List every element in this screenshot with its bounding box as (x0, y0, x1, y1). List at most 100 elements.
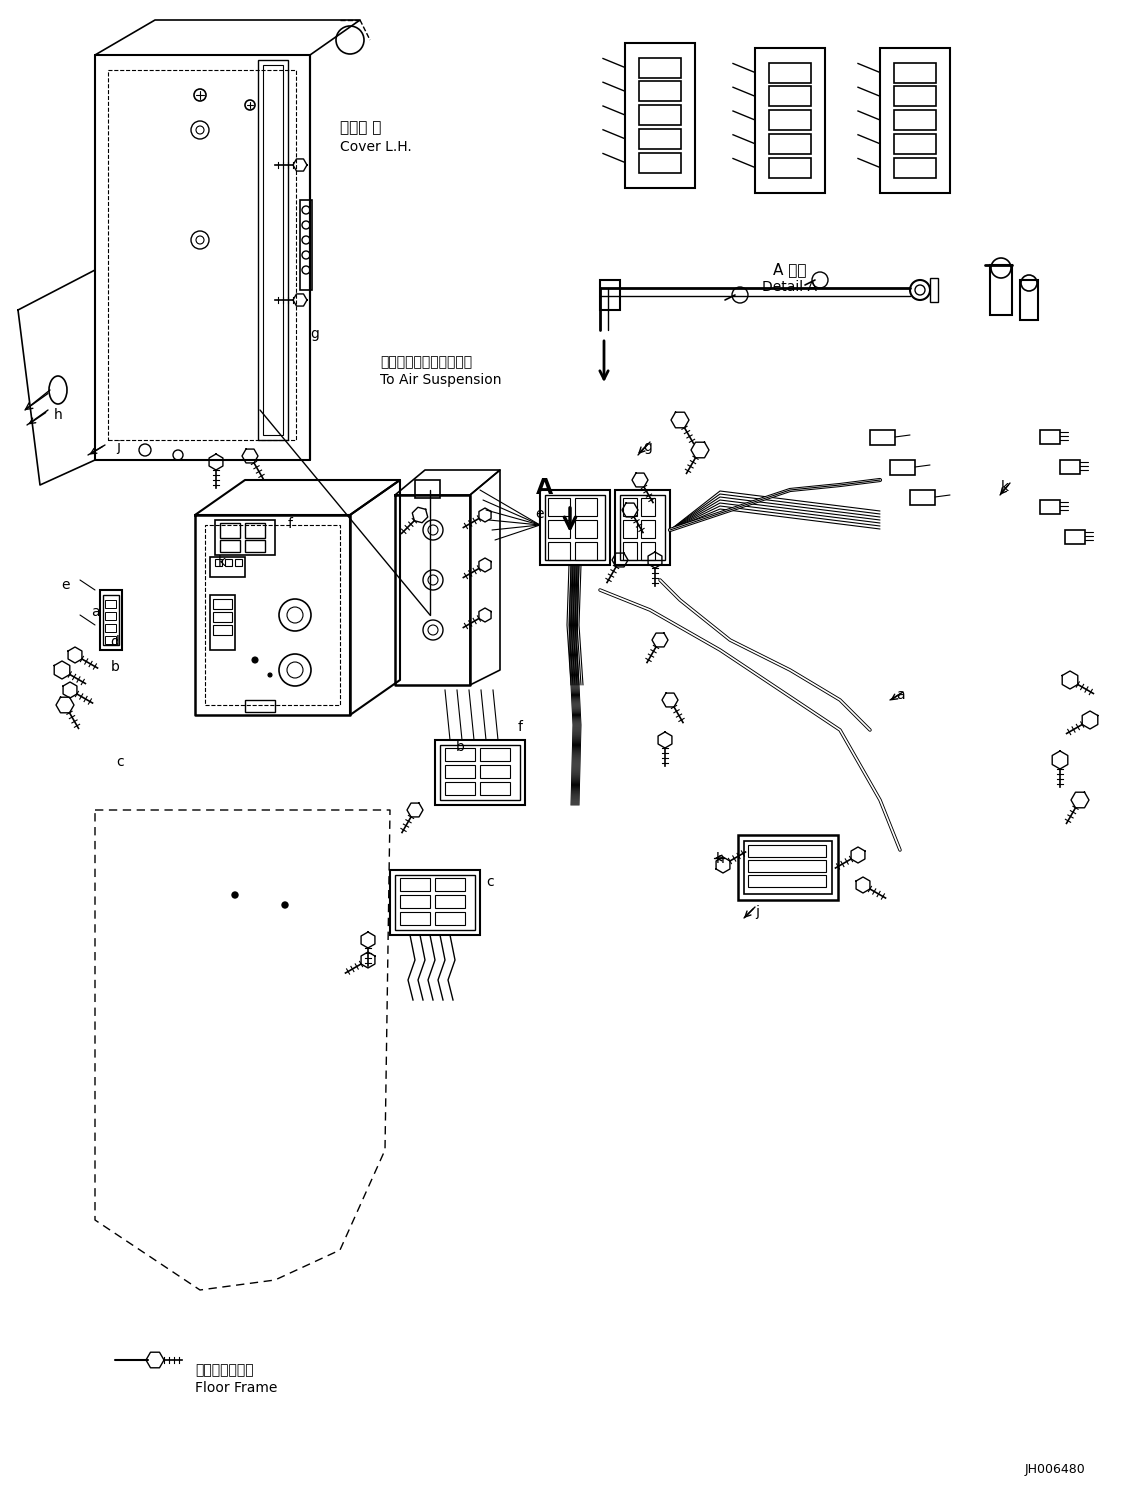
Text: JH006480: JH006480 (1025, 1463, 1085, 1476)
Text: k: k (1001, 480, 1009, 494)
Bar (548, 520, 571, 538)
Bar (435, 912, 465, 924)
Bar (245, 540, 265, 552)
Bar (615, 491, 670, 565)
Text: g: g (644, 440, 652, 453)
Bar (1040, 499, 1060, 514)
Text: h: h (54, 409, 62, 422)
Bar (639, 152, 681, 173)
Bar (400, 895, 430, 908)
Bar (214, 611, 232, 622)
Text: b: b (110, 661, 119, 674)
Bar (639, 104, 681, 125)
Bar (738, 835, 838, 901)
Bar (1021, 280, 1038, 321)
Bar (400, 878, 430, 892)
Bar (215, 559, 222, 567)
Bar (440, 746, 520, 801)
Text: j: j (116, 440, 121, 453)
Bar (435, 895, 465, 908)
Circle shape (232, 892, 238, 898)
Bar (575, 498, 597, 516)
Bar (575, 543, 597, 561)
Bar (100, 590, 122, 650)
Text: A 詳細: A 詳細 (774, 262, 807, 277)
Bar (104, 611, 116, 620)
Bar (1060, 461, 1080, 474)
Bar (480, 781, 510, 795)
Bar (870, 429, 895, 444)
Text: a: a (91, 605, 100, 619)
Circle shape (253, 658, 258, 663)
Bar (894, 63, 936, 82)
Bar (548, 498, 571, 516)
Bar (104, 599, 116, 608)
Bar (641, 498, 656, 516)
Bar (445, 765, 475, 778)
Text: Cover L.H.: Cover L.H. (340, 140, 412, 154)
Bar (108, 70, 296, 440)
Bar (930, 277, 938, 303)
Text: A: A (536, 479, 553, 498)
Bar (894, 110, 936, 130)
Circle shape (267, 672, 272, 677)
Bar (639, 58, 681, 78)
Bar (623, 543, 637, 561)
Text: g: g (311, 327, 319, 341)
Bar (755, 48, 825, 192)
Bar (769, 86, 810, 106)
Bar (910, 491, 934, 505)
Bar (623, 498, 637, 516)
Bar (769, 63, 810, 82)
Bar (400, 912, 430, 924)
Bar (480, 765, 510, 778)
Bar (881, 48, 951, 192)
Bar (748, 875, 827, 887)
Bar (210, 558, 245, 577)
Bar (225, 559, 232, 567)
Text: フロアフレーム: フロアフレーム (195, 1363, 254, 1378)
Bar (414, 480, 440, 498)
Bar (639, 128, 681, 149)
Text: エアーサスペンションへ: エアーサスペンションへ (380, 355, 472, 368)
Bar (104, 625, 116, 632)
Bar (769, 158, 810, 177)
Bar (894, 158, 936, 177)
Bar (600, 280, 620, 310)
Text: f: f (287, 517, 293, 531)
Text: c: c (487, 875, 494, 889)
Bar (214, 625, 232, 635)
Bar (748, 860, 827, 872)
Bar (641, 520, 656, 538)
Bar (744, 841, 832, 895)
Bar (894, 86, 936, 106)
Text: c: c (116, 754, 124, 769)
Bar (1040, 429, 1060, 444)
Bar (220, 540, 240, 552)
Text: d: d (110, 635, 119, 649)
Bar (575, 520, 597, 538)
Bar (235, 559, 242, 567)
Bar (263, 66, 284, 435)
Text: e: e (536, 507, 544, 520)
Bar (545, 495, 605, 561)
Bar (215, 520, 276, 555)
Text: a: a (895, 687, 905, 702)
Text: f: f (518, 720, 522, 734)
Bar (890, 461, 915, 476)
Bar (625, 43, 695, 188)
Bar (245, 699, 276, 713)
Bar (390, 871, 480, 935)
Bar (990, 265, 1013, 315)
Bar (220, 523, 240, 538)
Bar (769, 110, 810, 130)
Bar (620, 495, 665, 561)
Bar (748, 845, 827, 857)
Bar (894, 134, 936, 154)
Bar (205, 525, 340, 705)
Bar (445, 781, 475, 795)
Circle shape (282, 902, 288, 908)
Bar (104, 637, 116, 644)
Bar (769, 134, 810, 154)
Text: To Air Suspension: To Air Suspension (380, 373, 502, 388)
